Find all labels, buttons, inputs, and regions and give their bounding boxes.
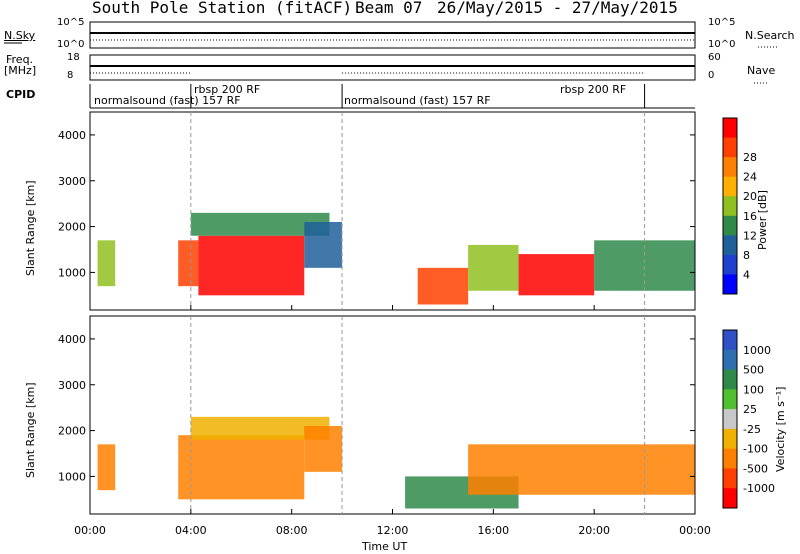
colorbar-swatch [723,409,737,430]
data-region [417,267,469,305]
colorbar-tick-label: 500 [743,364,764,377]
colorbar-swatch [723,448,737,469]
colorbar-tick-label: -1000 [743,482,775,495]
data-region [97,444,116,491]
colorbar-swatch [723,468,737,489]
y-tick-label: 2000 [58,221,86,234]
nave-tick-high: 60 [708,52,721,63]
colorbar-tick-label: 25 [743,403,757,416]
colorbar-tick-label: 24 [743,171,757,184]
cpid-label: CPID [6,88,36,101]
noise-tick-high: 10^5 [57,17,85,28]
data-region [178,240,199,287]
colorbar-swatch [723,176,737,197]
colorbar-swatch [723,349,737,371]
x-tick-label: 08:00 [276,524,308,537]
data-region [97,240,116,287]
noise-left-label: N.Sky [4,29,36,42]
colorbar-swatch [723,330,737,351]
y-tick-label: 1000 [58,266,86,279]
title-station: South Pole Station (fitACF) [92,0,353,17]
colorbar-swatch [723,137,737,158]
velocity-ylabel: Slant Range [km] [24,382,37,478]
colorbar-swatch [723,389,737,410]
colorbar-swatch [723,428,737,450]
x-tick-label: 16:00 [477,524,509,537]
title-beam: Beam 07 [355,0,423,17]
title-dates: 26/May/2015 - 27/May/2015 [437,0,678,17]
colorbar-swatch [723,157,737,178]
cpid-segment-3: normalsound (fast) 157 RF [344,94,491,107]
y-tick-label: 2000 [58,425,86,438]
freq-label-1: Freq. [6,53,34,66]
nave-tick-low: 0 [708,70,715,81]
colorbar-tick-label: 12 [743,229,757,242]
colorbar-tick-label: 28 [743,151,757,164]
freq-tick-high: 18 [67,52,80,63]
colorbar-swatch [723,118,737,139]
x-tick-label: 12:00 [377,524,409,537]
colorbar-tick-label: -25 [743,423,761,436]
x-tick-label: 00:00 [74,524,106,537]
colorbar-swatch [723,254,737,275]
data-region [190,212,330,236]
nave-label: Nave [747,64,776,77]
freq-tick-low: 8 [67,70,74,81]
data-region [304,222,343,268]
x-axis-title: Time UT [362,540,408,553]
freq-panel-frame [89,54,696,81]
colorbar-swatch [723,215,737,236]
noise-right-label: N.Search [745,29,795,42]
colorbar-tick-label: -100 [743,443,768,456]
y-tick-label: 4000 [58,333,86,346]
colorbar-frame [722,117,738,295]
x-tick-label: 20:00 [578,524,610,537]
y-tick-label: 1000 [58,470,86,483]
data-region [304,426,343,472]
velocity-colorbar-label: Velocity [m s⁻¹] [774,386,787,472]
noise-tick-low: 10^0 [57,39,85,50]
colorbar-frame [722,329,738,509]
cpid-segment-4: rbsp 200 RF [560,83,627,96]
x-tick-label: 00:00 [679,524,711,537]
noise-tick-low-right: 10^0 [708,39,736,50]
colorbar-tick-label: 20 [743,190,757,203]
colorbar-swatch [723,369,737,390]
data-region [190,416,330,440]
colorbar-tick-label: -500 [743,462,768,475]
data-region [468,444,695,495]
colorbar-tick-label: 1000 [743,344,771,357]
x-tick-label: 04:00 [175,524,207,537]
noise-panel-frame [89,21,696,49]
y-tick-label: 4000 [58,129,86,142]
y-tick-label: 3000 [58,379,86,392]
colorbar-swatch [723,196,737,217]
data-region [468,244,519,291]
cpid-segment-2: rbsp 200 RF [194,83,261,96]
colorbar-swatch [723,488,737,509]
colorbar-tick-label: 100 [743,383,764,396]
colorbar-swatch [723,274,737,295]
noise-tick-high-right: 10^5 [708,17,736,28]
colorbar-swatch [723,235,737,256]
power-colorbar-label: Power [dB] [756,190,769,250]
colorbar-tick-label: 16 [743,210,757,223]
power-ylabel: Slant Range [km] [24,180,37,276]
cpid-segment-1: normalsound (fast) 157 RF [94,94,241,107]
freq-label-2: [MHz] [4,64,37,77]
colorbar-tick-label: 4 [743,268,750,281]
data-region [518,254,595,296]
data-region [178,435,305,500]
data-region [198,235,305,296]
y-tick-label: 3000 [58,175,86,188]
colorbar-tick-label: 8 [743,249,750,262]
